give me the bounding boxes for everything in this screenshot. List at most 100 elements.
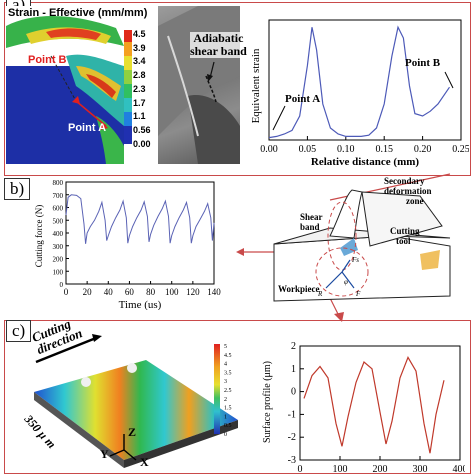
force-xtick-label: 120 [186,287,200,297]
colorbar-label: 0 [224,432,227,438]
force-xtick-label: 0 [64,287,69,297]
workpiece-top [273,227,451,245]
force-r-arrow [325,271,343,289]
sim-point-b-label: Point B [28,54,67,66]
profile-ytick-label: -2 [288,432,296,443]
sim-point-a-label: Point A [68,122,107,134]
axis-z-label: Z [128,425,136,439]
strain-simulation [6,6,156,164]
cutting-tool-line1: Cutting [390,226,420,236]
force-ytick-label: 100 [53,268,64,276]
colorbar-label: 1 [224,414,227,420]
force-chart: Cutting force (N) 0 20 40 60 80 100 120 140 0 100… [34,180,221,310]
secondary-zone-line2: deformation [384,186,432,196]
micrograph-label: Adiabatic shear band [190,32,247,58]
legend-value: 1.7 [133,97,146,108]
chart-point-a-label: Point A [285,93,320,105]
profile-xtick-label: 300 [413,464,428,474]
strain-chart-frame [268,19,462,141]
point-b-arrow [444,71,454,89]
strain-chart: Equivalent strain 0.00 0.05 0.10 0.15 0.20 0.… [250,19,469,168]
force-xtick-label: 60 [125,287,135,297]
cutting-tool-shape [361,191,443,247]
profile-chart-ticks: 0 100 200 300 400 2 1 0 -1 -2 -3 [288,341,465,474]
force-ytick-label: 500 [53,217,64,225]
legend-value: 4.5 [133,29,146,39]
force-ytick-label: 600 [53,205,64,213]
profile-ytick-label: 2 [291,341,296,352]
force-r-label: R [317,290,323,298]
panel-a [4,2,471,176]
colorbar-label: 3.5 [224,370,232,376]
legend-value: 2.3 [133,83,146,94]
strain-xtick-label: 0.10 [337,144,355,155]
axis-x [123,449,137,461]
colorbar [214,344,220,434]
surface-peak [127,363,137,373]
strain-xtick-label: 0.25 [452,144,469,155]
profile-ytick-label: 1 [291,364,296,375]
legend-value: 2.8 [133,70,146,81]
strain-field-svg [6,16,156,164]
colorbar-label: 2.5 [224,388,232,394]
strain-series-line [268,25,450,139]
surface-side-left [34,392,124,468]
direction-arrow [35,336,97,364]
strain-chart-xlabel: Relative distance (mm) [311,156,419,168]
surface-3d: Z Y X 5 4.5 4 3.5 3 2.5 2 1.5 1 0.5 0 [34,334,238,469]
colorbar-label: 0.5 [224,423,232,429]
secondary-zone-line3: zone [406,196,424,206]
arrow-head [236,248,244,256]
profile-ytick-label: 0 [291,387,296,398]
force-chart-xlabel: Time (us) [119,299,162,310]
force-ytick-label: 700 [53,192,64,200]
axis-x-label: X [140,455,149,469]
secondary-zone-line1: Secondary [384,176,425,186]
force-xtick-label: 140 [207,287,221,297]
cutting-tool-line2: tool [396,236,411,246]
profile-series-line [303,356,445,454]
profile-xtick-label: 200 [373,464,388,474]
colorbar-label: 3 [224,379,227,385]
legend-value: 3.4 [133,56,146,67]
surface-side-front [124,420,238,468]
colorbar-label: 4 [224,362,227,368]
force-chart-ylabel: Cutting force (N) [34,205,44,267]
strain-xtick-label: 0.05 [299,144,317,155]
strain-chart-ylabel: Equivalent strain [250,48,262,123]
colorbar-label: 1.5 [224,406,232,412]
colorbar-label: 4.5 [224,353,232,359]
force-zone-circle [315,247,369,297]
arrow-head [334,312,344,322]
profile-ytick-label: -3 [288,455,296,466]
profile-chart-ylabel: Surface profile (μm) [262,361,273,443]
profile-xtick-label: 100 [333,464,348,474]
micrograph-label-line1: Adiabatic [193,31,244,45]
panel-b-label: b) [4,178,31,200]
profile-chart: Surface profile (μm) 0 100 200 300 400 2 1 0 -1 -… [262,341,465,474]
profile-xtick-label: 400 [453,464,466,474]
axis-y [109,449,125,457]
cutting-diagram: Secondary deformation zone Shear band Cu… [273,176,451,302]
force-xtick-label: 80 [146,287,156,297]
force-xtick-label: 100 [165,287,179,297]
force-ytick-label: 300 [53,243,64,251]
workpiece-label: Workpiece [278,284,320,294]
force-ytick-label: 800 [53,180,64,187]
legend-value: 0.56 [133,124,151,135]
strain-chart-xticks: 0.00 0.05 0.10 0.15 0.20 0.25 [260,136,469,155]
shear-band-line1: Shear [300,212,323,222]
surface-top [34,360,238,460]
micrograph-label-line2: shear band [190,44,247,58]
legend-title: Strain - Effective (mm/mm) [8,7,148,19]
force-ytick-label: 0 [60,281,64,289]
colorbar-labels: 5 4.5 4 3.5 3 2.5 2 1.5 1 0.5 0 [224,344,232,438]
strain-xtick-label: 0.15 [375,144,393,155]
force-ytick-label: 400 [53,230,64,238]
legend-value: 0.00 [133,138,151,149]
force-fs-label: Fs [351,256,359,264]
tool-contact-shade [420,250,440,270]
legend-value: 3.9 [133,42,146,53]
shear-band-line2: band [300,222,320,232]
shear-band-shade [340,238,358,256]
